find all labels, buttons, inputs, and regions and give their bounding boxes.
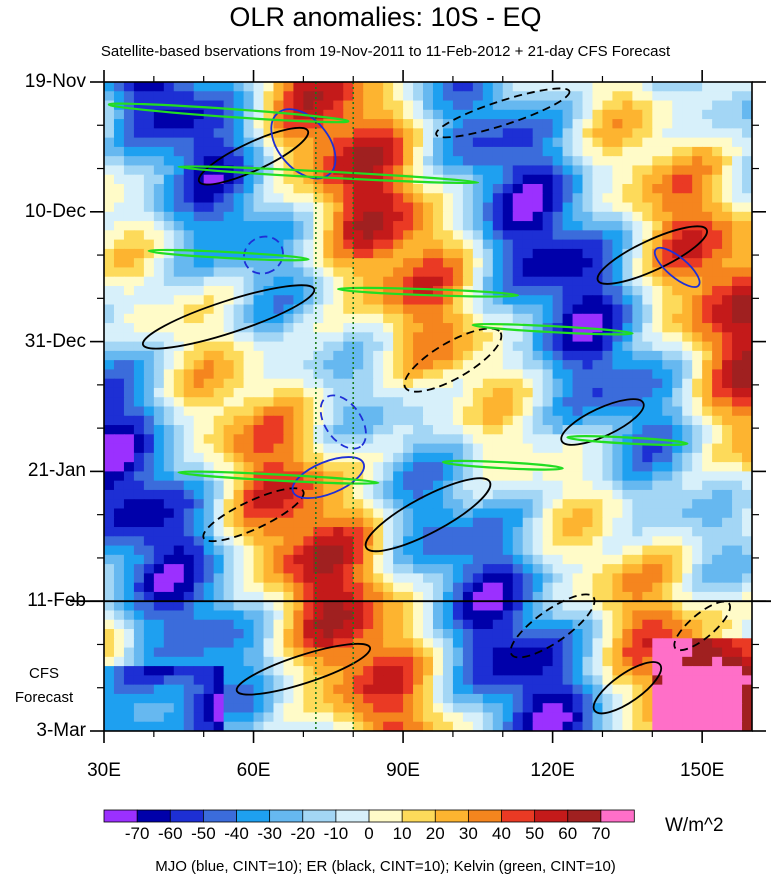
colorbar-label: -60: [157, 824, 183, 843]
colorbar-label: -40: [224, 824, 249, 843]
colorbar-label: -10: [323, 824, 349, 843]
y-tick-label: 3-Mar: [36, 720, 86, 741]
colorbar-swatch: [236, 809, 271, 823]
colorbar-label: 40: [492, 824, 511, 843]
colorbar-swatch: [501, 809, 536, 823]
colorbar-swatch: [567, 809, 602, 823]
colorbar-swatch: [269, 809, 304, 823]
forecast-label-line2: Forecast: [14, 689, 74, 706]
colorbar-label: 30: [458, 824, 478, 843]
x-tick-label: 120E: [530, 760, 575, 781]
colorbar-label: 10: [392, 824, 412, 843]
colorbar-swatch: [103, 809, 138, 823]
x-tick-label: 90E: [386, 760, 420, 781]
chart-title: OLR anomalies: 10S - EQ: [229, 2, 542, 32]
x-tick-label: 60E: [236, 760, 271, 781]
contour-legend: MJO (blue, CINT=10); ER (black, CINT=10)…: [155, 858, 616, 875]
y-tick-label: 11-Feb: [27, 590, 86, 612]
y-tick-label: 21-Jan: [27, 460, 86, 482]
colorbar-label: -30: [257, 824, 282, 843]
colorbar-units: W/m^2: [665, 815, 724, 836]
colorbar-label: -70: [124, 824, 150, 843]
chart-subtitle: Satellite-based bservations from 19-Nov-…: [100, 43, 671, 60]
x-tick-label: 30E: [87, 760, 121, 781]
y-tick-label: 10-Dec: [24, 200, 86, 222]
colorbar-swatch: [335, 809, 370, 823]
colorbar-label: 20: [425, 824, 445, 843]
forecast-label-line1: CFS: [29, 665, 59, 682]
colorbar-swatch: [202, 809, 238, 823]
colorbar-swatch: [600, 809, 635, 823]
colorbar-label: -50: [191, 824, 216, 843]
y-tick-label: 31-Dec: [24, 330, 86, 352]
colorbar-swatch: [401, 809, 436, 823]
colorbar-label: -20: [290, 824, 316, 843]
colorbar-swatch: [169, 809, 205, 823]
y-tick-label: 19-Nov: [24, 71, 86, 92]
x-tick-label: 150E: [679, 760, 725, 781]
colorbar-swatch: [434, 809, 470, 823]
colorbar-swatch: [302, 809, 337, 823]
colorbar-label: 0: [364, 824, 374, 843]
colorbar-swatch: [368, 809, 403, 823]
colorbar-swatch: [136, 809, 171, 823]
colorbar-swatch: [534, 809, 569, 823]
colorbar-label: 50: [525, 824, 545, 843]
olr-heatmap: [104, 82, 752, 731]
colorbar-label: 70: [591, 824, 611, 843]
plot-frame: [103, 81, 753, 732]
colorbar-label: 60: [558, 824, 578, 843]
colorbar-swatch: [467, 809, 503, 823]
contour-overlays: [107, 87, 731, 715]
